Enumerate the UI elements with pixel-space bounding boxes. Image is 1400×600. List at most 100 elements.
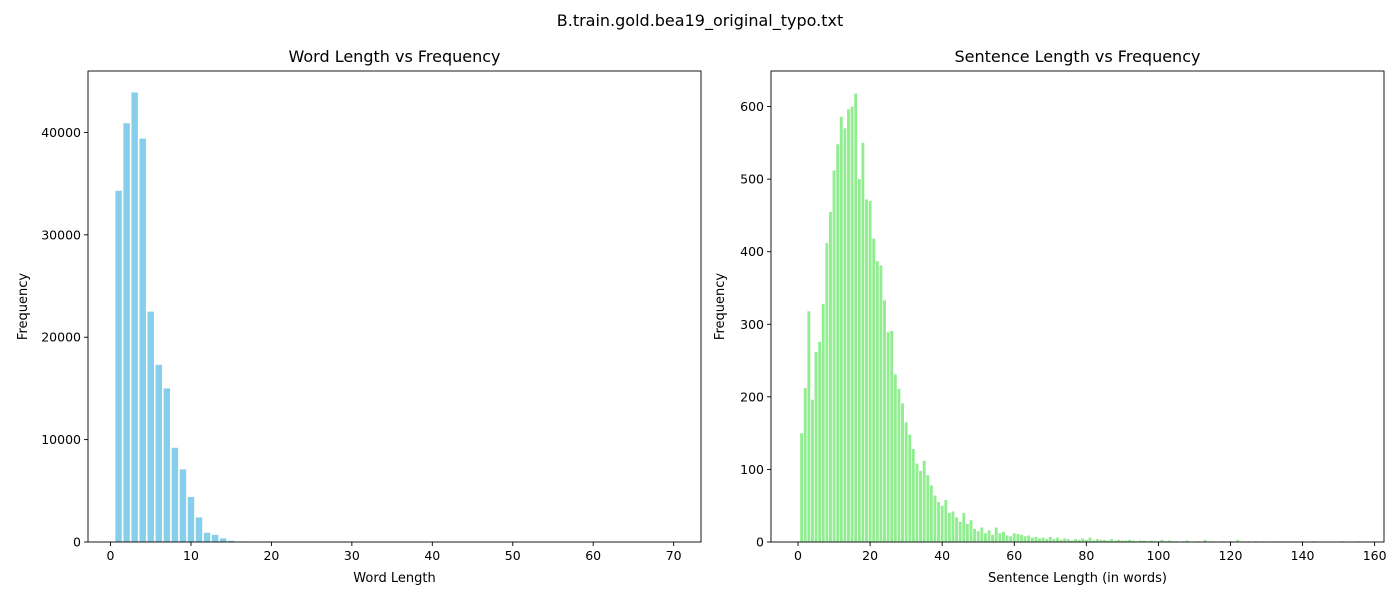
sentence-length-bar (973, 528, 977, 542)
sentence-length-bar (919, 470, 922, 542)
sentence-length-bar (886, 332, 890, 542)
word-length-y-tick-label: 20000 (41, 330, 81, 345)
sentence-length-bar (1070, 540, 1074, 542)
sentence-length-y-tick-label: 500 (740, 172, 764, 187)
sentence-length-bar (1149, 540, 1153, 542)
sentence-length-bar (1095, 539, 1099, 542)
sentence-length-bar (854, 93, 858, 542)
word-length-chart-title: Word Length vs Frequency (288, 47, 500, 66)
sentence-length-bar (1167, 540, 1171, 542)
sentence-length-y-tick-label: 600 (740, 99, 764, 114)
sentence-length-bar (893, 374, 897, 542)
word-length-x-axis-label: Word Length (353, 571, 435, 586)
sentence-length-bar (998, 533, 1002, 542)
sentence-length-bar (1124, 540, 1128, 542)
sentence-length-chart: 0 20 40 60 80 100 120 140 160 0 100 200 300 400 500 600… (713, 47, 1387, 586)
word-length-x-tick-label: 0 (107, 548, 115, 563)
sentence-length-bar (811, 399, 814, 542)
sentence-length-axes-frame (770, 70, 1385, 543)
sentence-length-bar (1106, 540, 1110, 542)
sentence-length-bar (872, 238, 876, 542)
sentence-length-bar (1236, 539, 1240, 542)
sentence-length-bar (901, 403, 904, 542)
sentence-length-bar (1117, 539, 1121, 542)
sentence-length-bar (803, 388, 807, 542)
sentence-length-bar (926, 475, 930, 542)
sentence-length-bar (857, 179, 861, 542)
sentence-length-bar (1066, 539, 1070, 542)
sentence-length-bar (1056, 537, 1059, 542)
word-length-bar (147, 311, 154, 542)
sentence-length-x-tick-label: 100 (1146, 548, 1170, 563)
sentence-length-bar (1038, 538, 1041, 542)
sentence-length-bar (861, 142, 865, 542)
word-length-bar (179, 469, 187, 542)
sentence-length-bar (1023, 536, 1027, 542)
sentence-length-bar (980, 527, 984, 542)
word-length-bar (131, 92, 138, 542)
word-length-y-tick-label: 30000 (41, 227, 81, 242)
sentence-length-bar (897, 388, 901, 542)
sentence-length-bar (814, 351, 818, 542)
sentence-length-bar (818, 341, 822, 542)
sentence-length-bar (933, 495, 937, 542)
word-length-x-tick-label: 30 (344, 548, 360, 563)
sentence-length-bar (958, 521, 962, 542)
sentence-length-bar (1120, 540, 1124, 542)
word-length-bar (171, 447, 179, 542)
sentence-length-bar (1074, 539, 1077, 542)
sentence-length-bar (850, 106, 854, 542)
sentence-length-y-tick-label: 0 (756, 535, 764, 550)
word-length-bar (155, 364, 163, 542)
word-length-x-tick-label: 70 (666, 548, 682, 563)
sentence-length-bar (1102, 539, 1106, 542)
sentence-length-x-tick-label: 120 (1219, 548, 1243, 563)
sentence-length-bar (944, 499, 948, 542)
sentence-length-bar (1009, 536, 1013, 542)
sentence-length-bar (962, 512, 966, 542)
sentence-length-bar (1142, 540, 1146, 542)
sentence-length-bar (929, 485, 933, 542)
sentence-length-bar (1052, 539, 1056, 542)
word-length-chart: 0 10 20 30 40 50 60 70 0 10000 20000 30000 40000 Word… (16, 47, 702, 586)
word-length-bar (163, 388, 171, 542)
sentence-length-bar (821, 303, 825, 542)
sentence-length-bar (940, 505, 944, 542)
sentence-length-bar (1002, 531, 1005, 542)
word-length-axes-frame (87, 70, 702, 543)
sentence-length-bar (1160, 539, 1164, 542)
figure-suptitle: B.train.gold.bea19_original_typo.txt (557, 11, 844, 31)
sentence-length-bar (875, 261, 879, 542)
sentence-length-x-tick-label: 80 (1078, 548, 1094, 563)
sentence-length-bar (1081, 538, 1085, 542)
word-length-bar (195, 517, 203, 542)
word-length-x-tick-label: 20 (263, 548, 279, 563)
sentence-length-bar (836, 144, 840, 543)
word-length-y-tick-label: 10000 (41, 432, 81, 447)
sentence-length-bar (1138, 540, 1142, 542)
sentence-length-bar (915, 463, 919, 542)
word-length-bar (139, 138, 146, 542)
sentence-length-bar (883, 300, 886, 542)
word-length-bar (115, 190, 122, 543)
sentence-length-bar (807, 311, 811, 542)
sentence-length-bar (1027, 535, 1031, 542)
sentence-length-bar (1077, 539, 1081, 542)
sentence-length-y-tick-label: 400 (740, 244, 764, 259)
sentence-length-bar (1092, 540, 1095, 542)
sentence-length-bar (1045, 539, 1049, 542)
sentence-length-bar (879, 265, 883, 542)
sentence-length-bar (987, 530, 991, 542)
word-length-bar (219, 538, 227, 542)
sentence-length-bar (947, 512, 951, 542)
sentence-length-x-tick-label: 160 (1363, 548, 1387, 563)
sentence-length-bar (868, 200, 872, 542)
sentence-length-bar (1030, 537, 1034, 542)
word-length-bar (227, 540, 235, 542)
sentence-length-bar (911, 449, 915, 542)
sentence-length-bar (1016, 534, 1020, 542)
word-length-bar (187, 496, 195, 542)
word-length-bar (123, 123, 130, 542)
sentence-length-bar (800, 433, 804, 542)
